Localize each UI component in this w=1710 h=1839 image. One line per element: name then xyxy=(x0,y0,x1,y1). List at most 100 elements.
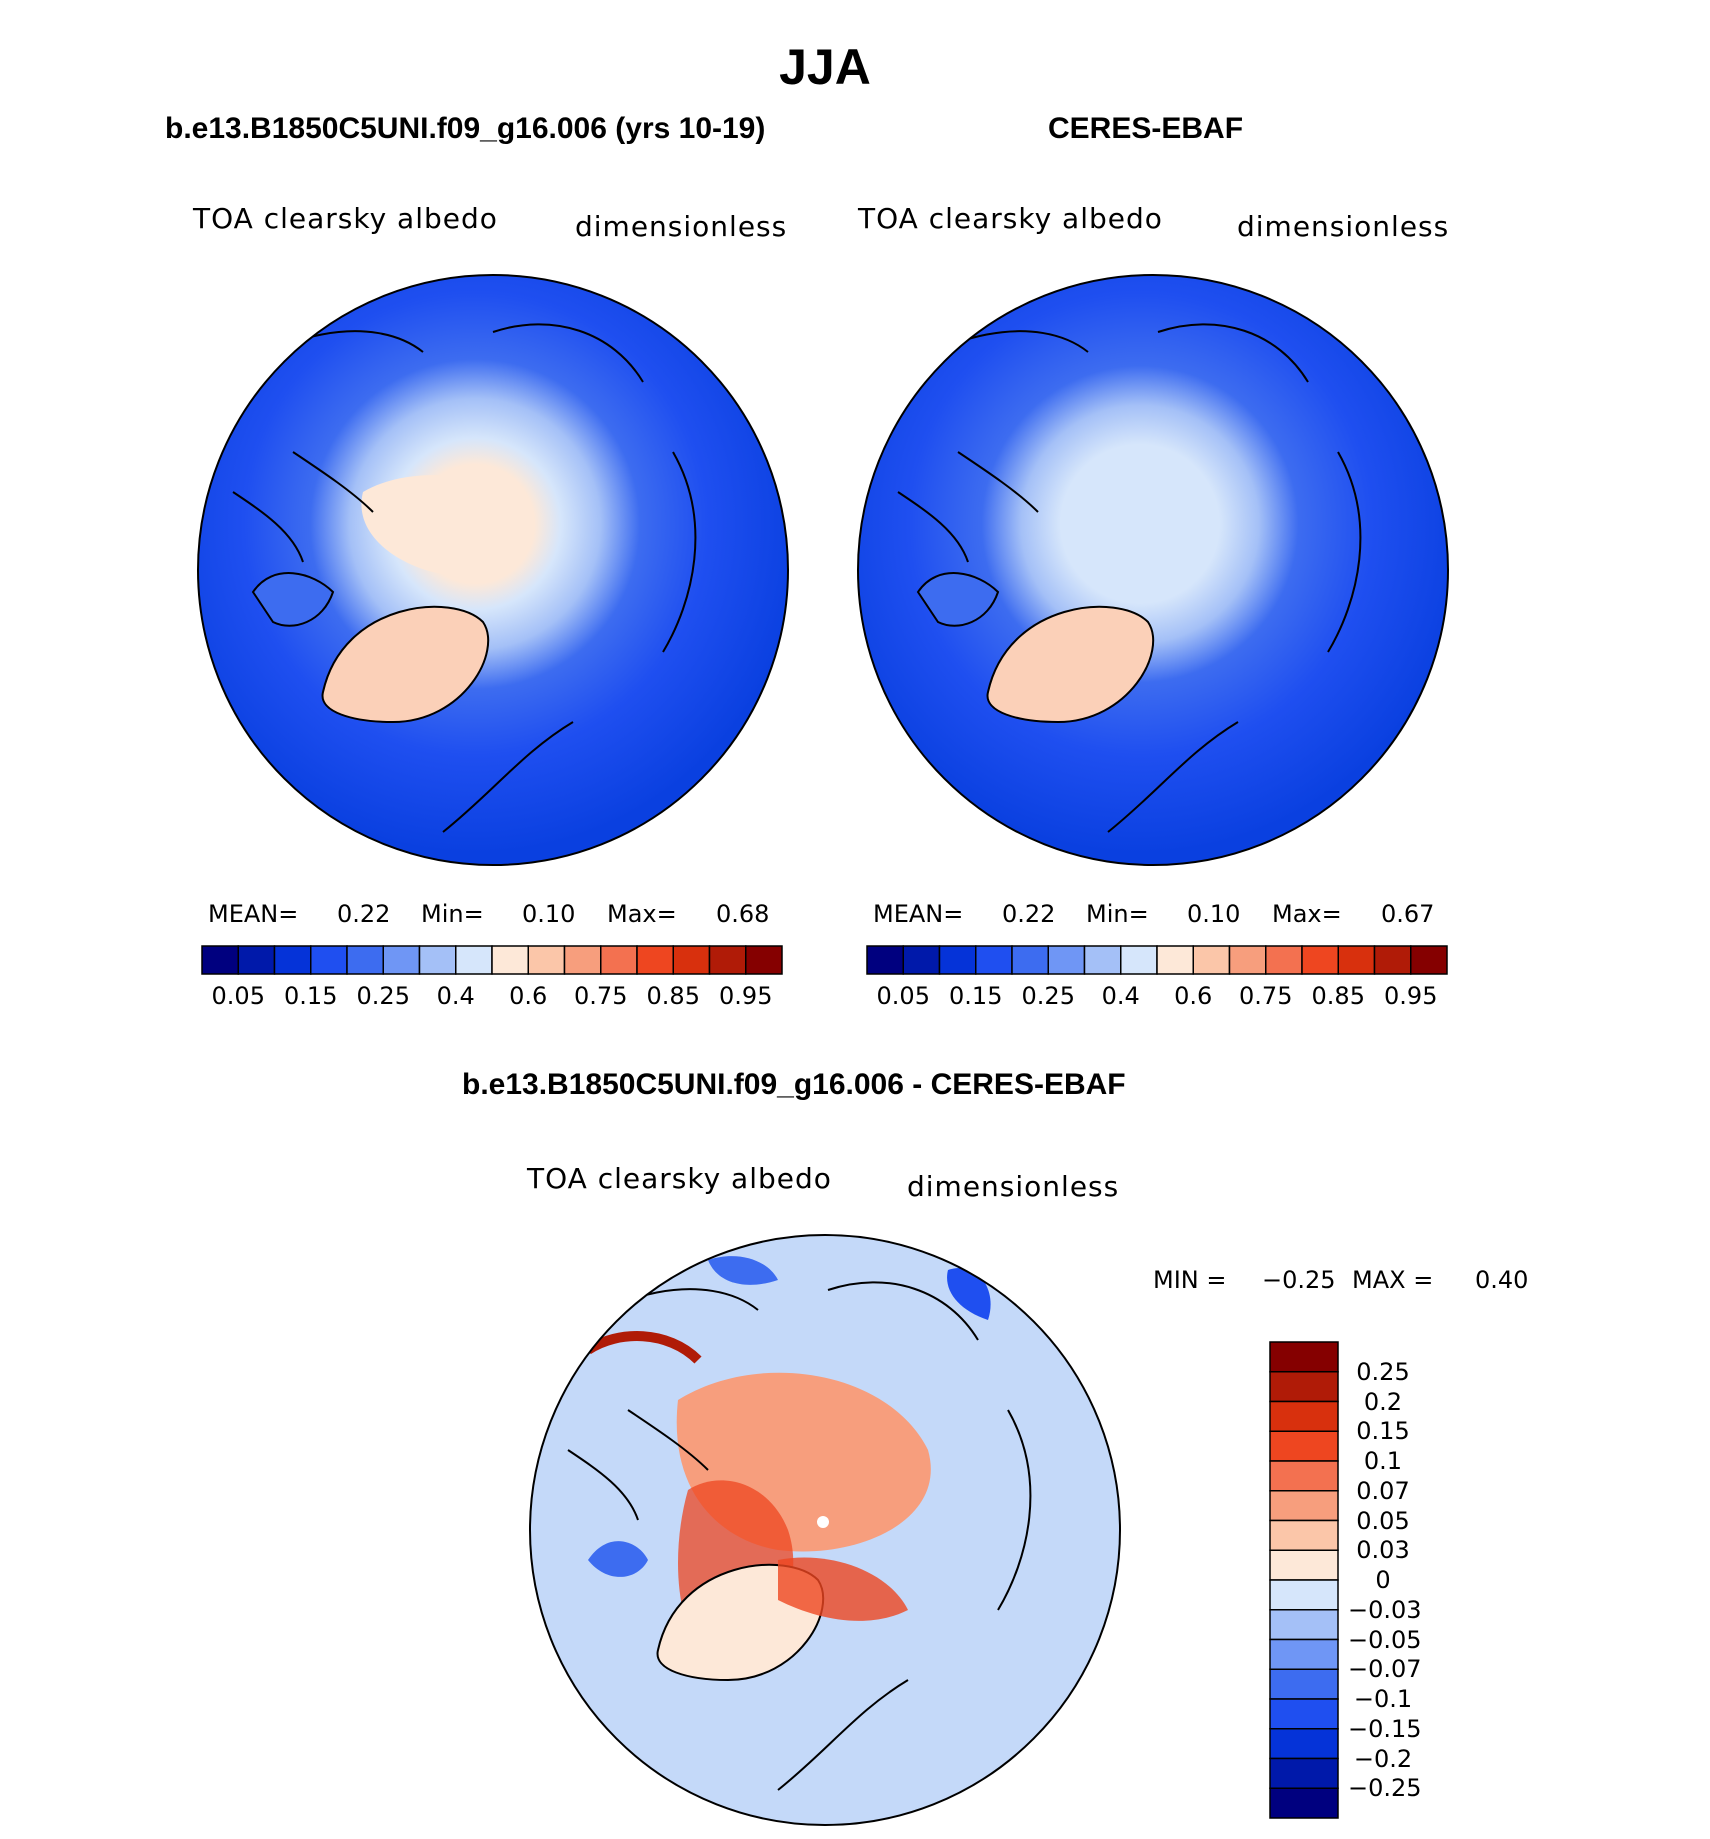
panel-obs-mean-label: MEAN= xyxy=(873,900,964,928)
panel-model-mean-label: MEAN= xyxy=(208,900,299,928)
colorbar-swatch xyxy=(1269,1549,1339,1581)
colorbar-tick-label: 0.75 xyxy=(1239,982,1293,1010)
colorbar-tick-label: 0.75 xyxy=(574,982,628,1010)
colorbar-tick-label: 0.2 xyxy=(1363,1387,1403,1416)
colorbar-swatch xyxy=(1269,1460,1339,1492)
colorbar-swatch xyxy=(527,945,566,975)
colorbar-swatch xyxy=(310,945,348,975)
colorbar-tick-label: 0.07 xyxy=(1356,1476,1410,1505)
colorbar-swatch xyxy=(1373,945,1412,975)
colorbar-tick-label: 0.85 xyxy=(646,982,700,1010)
colorbar-swatch xyxy=(1265,945,1303,975)
colorbar-swatch xyxy=(1269,1490,1339,1522)
colorbar-swatch xyxy=(563,945,602,975)
colorbar-swatch xyxy=(1269,1519,1339,1551)
colorbar-swatch xyxy=(1337,945,1376,975)
colorbar-swatch xyxy=(975,945,1013,975)
colorbar-swatch xyxy=(1269,1668,1339,1700)
colorbar-obs-ticks: 0.05 0.15 0.25 0.4 0.6 0.75 0.85 0.95 xyxy=(867,982,1447,1012)
map-obs xyxy=(857,274,1449,866)
panel-model-min-label: Min= xyxy=(421,900,484,928)
colorbar-swatch xyxy=(382,945,421,975)
colorbar-tick-label: 0.95 xyxy=(719,982,773,1010)
colorbar-tick-label: −0.15 xyxy=(1348,1714,1422,1743)
colorbar-swatch xyxy=(1156,945,1194,975)
map-diff xyxy=(529,1234,1121,1826)
colorbar-swatch xyxy=(1269,1609,1339,1641)
colorbar-tick-label: 0.25 xyxy=(356,982,410,1010)
colorbar-swatch xyxy=(938,945,977,975)
colorbar-tick-label: 0.6 xyxy=(509,982,548,1010)
colorbar-swatch xyxy=(346,945,384,975)
colorbar-tick-label: 0 xyxy=(1375,1566,1391,1594)
panel-obs-min: 0.10 xyxy=(1187,900,1241,928)
colorbar-swatch xyxy=(237,945,276,975)
colorbar-swatch xyxy=(745,945,783,975)
panel-diff-min-label: MIN = xyxy=(1153,1266,1227,1294)
colorbar-swatch xyxy=(902,945,941,975)
colorbar-tick-label: 0.4 xyxy=(1101,982,1140,1010)
colorbar-swatch xyxy=(1410,945,1448,975)
panel-model-min: 0.10 xyxy=(522,900,576,928)
panel-model-title: b.e13.B1850C5UNI.f09_g16.006 (yrs 10-19) xyxy=(165,112,766,145)
panel-obs-variable: TOA clearsky albedo xyxy=(858,202,1163,235)
colorbar-tick-label: 0.03 xyxy=(1356,1536,1410,1565)
panel-obs-min-label: Min= xyxy=(1086,900,1149,928)
colorbar-swatch xyxy=(1120,945,1158,975)
colorbar-tick-label: 0.25 xyxy=(1356,1357,1410,1386)
colorbar-swatch xyxy=(1269,1579,1339,1611)
colorbar-swatch xyxy=(273,945,312,975)
colorbar-swatch xyxy=(491,945,529,975)
colorbar-swatch xyxy=(1083,945,1122,975)
colorbar-swatch xyxy=(1269,1787,1339,1819)
colorbar-tick-label: 0.6 xyxy=(1174,982,1213,1010)
colorbar-tick-label: 0.15 xyxy=(284,982,338,1010)
colorbar-tick-label: 0.05 xyxy=(211,982,265,1010)
colorbar-swatch xyxy=(1269,1400,1339,1432)
colorbar-swatch xyxy=(866,945,904,975)
colorbar-tick-label: −0.25 xyxy=(1348,1774,1422,1803)
colorbar-swatch xyxy=(1269,1341,1339,1373)
map-model xyxy=(197,274,789,866)
panel-model-max-label: Max= xyxy=(607,900,677,928)
colorbar-swatch xyxy=(708,945,747,975)
figure-title: JJA xyxy=(779,39,871,95)
panel-diff-max: 0.40 xyxy=(1475,1266,1529,1294)
colorbar-model-ticks: 0.05 0.15 0.25 0.4 0.6 0.75 0.85 0.95 xyxy=(202,982,782,1012)
colorbar-swatch xyxy=(636,945,674,975)
colorbar-tick-label: 0.15 xyxy=(949,982,1003,1010)
colorbar-swatch xyxy=(1269,1757,1339,1789)
panel-model-max: 0.68 xyxy=(716,900,770,928)
panel-model-variable: TOA clearsky albedo xyxy=(193,202,498,235)
colorbar-tick-label: −0.07 xyxy=(1348,1655,1422,1684)
colorbar-swatch xyxy=(1269,1371,1339,1403)
colorbar-swatch xyxy=(201,945,239,975)
colorbar-swatch xyxy=(455,945,493,975)
colorbar-model xyxy=(201,945,783,975)
colorbar-swatch xyxy=(1269,1698,1339,1730)
colorbar-diff-ticks: 0.25 0.2 0.15 0.1 0.07 0.05 0.03 0 −0.03 −0.05 −0.… xyxy=(1348,1342,1468,1818)
panel-model-mean: 0.22 xyxy=(337,900,391,928)
colorbar-tick-label: −0.03 xyxy=(1348,1595,1422,1624)
panel-model-units: dimensionless xyxy=(575,210,788,243)
colorbar-swatch xyxy=(1228,945,1267,975)
panel-diff-min: −0.25 xyxy=(1262,1266,1336,1294)
colorbar-tick-label: 0.15 xyxy=(1356,1417,1410,1446)
panel-obs-max-label: Max= xyxy=(1272,900,1342,928)
colorbar-diff xyxy=(1269,1341,1339,1819)
colorbar-tick-label: 0.05 xyxy=(876,982,930,1010)
panel-obs-units: dimensionless xyxy=(1237,210,1450,243)
colorbar-swatch xyxy=(1011,945,1049,975)
colorbar-swatch xyxy=(1269,1638,1339,1670)
colorbar-swatch xyxy=(1269,1430,1339,1462)
colorbar-tick-label: 0.85 xyxy=(1311,982,1365,1010)
colorbar-swatch xyxy=(672,945,711,975)
colorbar-swatch xyxy=(1269,1728,1339,1760)
panel-obs-title: CERES-EBAF xyxy=(1048,112,1244,145)
colorbar-tick-label: 0.25 xyxy=(1021,982,1075,1010)
panel-diff-variable: TOA clearsky albedo xyxy=(527,1162,832,1195)
colorbar-tick-label: 0.4 xyxy=(436,982,475,1010)
panel-obs-mean: 0.22 xyxy=(1002,900,1056,928)
colorbar-tick-label: −0.2 xyxy=(1353,1744,1413,1773)
colorbar-tick-label: 0.1 xyxy=(1363,1447,1403,1475)
